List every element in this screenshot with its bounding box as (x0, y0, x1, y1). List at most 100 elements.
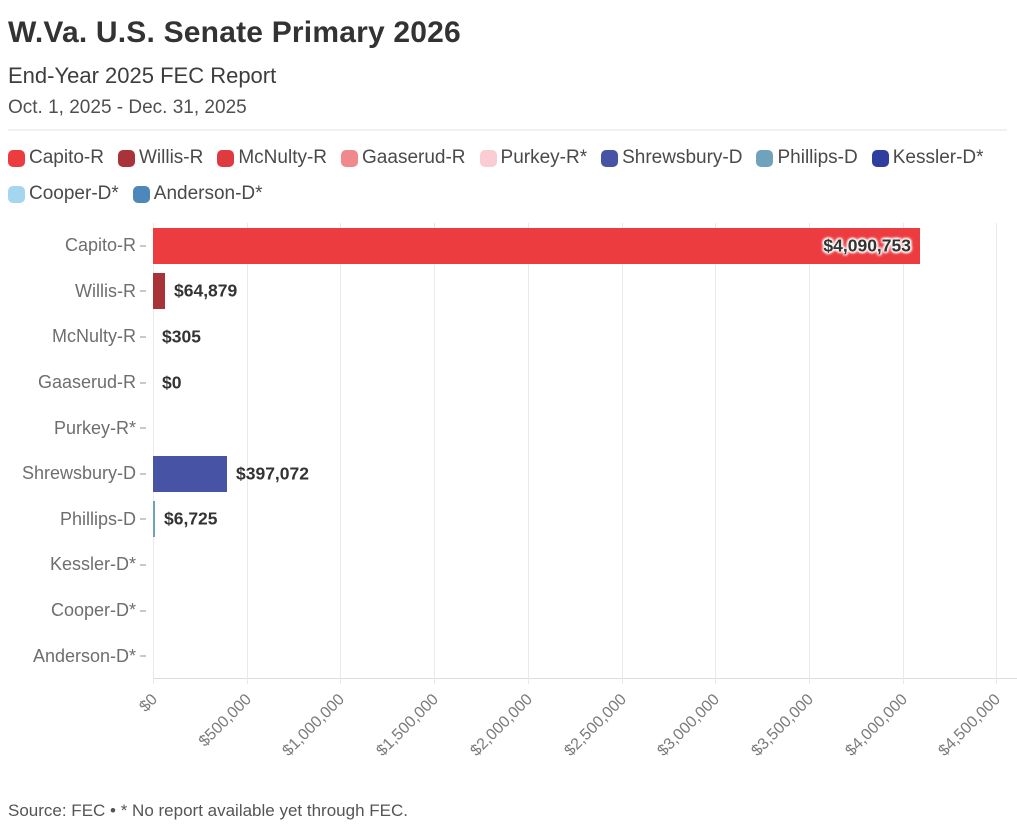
row-label: McNulty-R (52, 326, 136, 347)
row-label: Willis-R (75, 280, 136, 301)
date-range: Oct. 1, 2025 - Dec. 31, 2025 (8, 97, 247, 118)
y-axis-tick (140, 335, 146, 338)
row-label: Gaaserud-R (37, 372, 136, 393)
y-axis-tick (140, 518, 146, 521)
value-label: $305 (162, 326, 201, 347)
bar-track: $64,879 (153, 273, 1007, 310)
source-note: Source: FEC • * No report available yet … (8, 801, 408, 820)
legend-item-phillips-d: Phillips-D (756, 147, 858, 169)
y-axis-tick (140, 381, 146, 384)
bar-track (153, 638, 1007, 674)
bar (153, 273, 165, 310)
bar (153, 455, 227, 492)
row-label: Capito-R (64, 235, 136, 256)
y-axis-tick (140, 563, 146, 566)
gridline (715, 223, 717, 684)
row-label: Anderson-D* (32, 645, 136, 666)
bar-track (153, 547, 1007, 583)
value-label: $0 (162, 372, 182, 393)
bar-track (153, 593, 1007, 629)
bar-track (153, 410, 1007, 446)
gridline (621, 223, 623, 684)
legend-label: Cooper-D* (29, 183, 119, 204)
gridline (996, 223, 998, 684)
gridline (809, 223, 810, 684)
row-label: Cooper-D* (50, 600, 136, 621)
legend-label: Capito-R (29, 147, 104, 168)
row-label: Phillips-D (59, 508, 136, 529)
legend-swatch (132, 185, 150, 203)
y-axis-tick (140, 244, 146, 247)
y-axis-tick (140, 655, 146, 658)
gridline (340, 223, 342, 684)
legend-swatch (871, 149, 889, 167)
legend-item-cooper-d-: Cooper-D* (8, 183, 119, 205)
legend-label: Shrewsbury-D (622, 147, 743, 168)
chart-row-gaaserud-r: Gaaserud-R $0 (8, 360, 1007, 406)
chart-row-phillips-d: Phillips-D $6,725 (8, 497, 1007, 543)
header-divider (8, 129, 1007, 131)
legend-swatch (217, 149, 235, 167)
bar-track: $6,725 (153, 501, 1007, 538)
legend-swatch (8, 149, 25, 167)
legend-label: Willis-R (138, 147, 204, 168)
legend-item-shrewsbury-d: Shrewsbury-D (601, 147, 742, 169)
chart-row-shrewsbury-d: Shrewsbury-D $397,072 (8, 451, 1007, 497)
legend-label: McNulty-R (238, 147, 328, 168)
legend-label: Anderson-D* (153, 183, 263, 204)
legend-swatch (8, 185, 25, 203)
value-label: $397,072 (236, 463, 309, 484)
legend-label: Phillips-D (777, 147, 858, 168)
legend-label: Kessler-D* (892, 147, 984, 168)
chart-row-mcnulty-r: McNulty-R $305 (8, 314, 1007, 360)
row-label: Kessler-D* (49, 554, 136, 575)
bar-track: $4,090,753 (153, 227, 1007, 264)
legend-item-mcnulty-r: McNulty-R (217, 147, 327, 169)
y-axis-tick (140, 609, 146, 612)
x-axis-ticks: $0 $500,000 $1,000,000 $1,500,000 $2,000,000… (8, 679, 1007, 795)
chart-row-capito-r: Capito-R $4,090,753 (8, 223, 1007, 269)
plot-background (153, 223, 1017, 684)
gridline (527, 223, 529, 684)
legend-item-anderson-d-: Anderson-D* (132, 183, 263, 205)
legend-label: Purkey-R* (500, 147, 588, 168)
bar (153, 227, 920, 264)
bar-track: $397,072 (153, 455, 1007, 492)
legend-item-capito-r: Capito-R (8, 147, 104, 169)
y-axis-tick (140, 290, 146, 293)
bar-track: $305 (153, 319, 1007, 355)
chart-row-cooper-d-: Cooper-D* (8, 588, 1007, 634)
row-label: Shrewsbury-D (21, 463, 136, 484)
bar (153, 501, 155, 538)
chart-rows: Capito-R $4,090,753 Willis-R $64,879 McNulty… (8, 223, 1007, 679)
gridline (902, 223, 904, 684)
value-label: $4,090,753 (823, 235, 911, 256)
legend-item-purkey-r-: Purkey-R* (479, 147, 588, 169)
chart-row-anderson-d-: Anderson-D* (8, 633, 1007, 679)
gridline (153, 223, 154, 684)
legend-swatch (756, 149, 774, 167)
legend-item-kessler-d-: Kessler-D* (871, 147, 984, 169)
bar-chart: Capito-R $4,090,753 Willis-R $64,879 McNulty… (8, 223, 1017, 795)
chart-row-kessler-d-: Kessler-D* (8, 542, 1007, 588)
gridline (434, 223, 436, 684)
page-title: W.Va. U.S. Senate Primary 2026 (8, 16, 461, 49)
y-axis-tick (140, 427, 146, 430)
legend-label: Gaaserud-R (362, 147, 466, 168)
gridline (246, 223, 248, 684)
legend-swatch (341, 149, 359, 167)
chart-row-purkey-r-: Purkey-R* (8, 405, 1007, 451)
chart-row-willis-r: Willis-R $64,879 (8, 269, 1007, 315)
bar-track: $0 (153, 365, 1007, 401)
row-label: Purkey-R* (53, 417, 136, 438)
legend-item-willis-r: Willis-R (117, 147, 204, 169)
value-label: $6,725 (164, 508, 218, 529)
chart-subtitle: End-Year 2025 FEC Report (8, 63, 277, 88)
y-axis-tick (140, 472, 146, 475)
legend-swatch (479, 149, 497, 167)
legend-item-gaaserud-r: Gaaserud-R (341, 147, 466, 169)
legend-swatch (117, 149, 135, 167)
value-label: $64,879 (174, 280, 238, 301)
chart-legend: Capito-R Willis-R McNulty-R Gaaserud-R Purke… (8, 147, 1007, 205)
